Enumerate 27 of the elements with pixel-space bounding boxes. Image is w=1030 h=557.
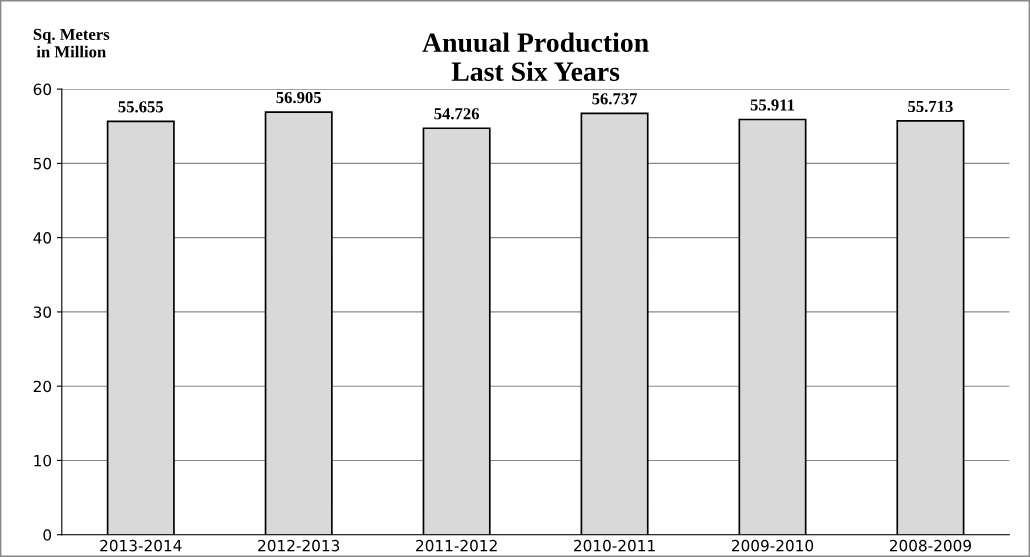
y-tick-label: 40: [33, 232, 52, 244]
x-tick-label: 2013-2014: [100, 539, 182, 552]
data-label: 55.911: [750, 99, 795, 111]
y-tick-label: 20: [33, 380, 52, 393]
bar: [422, 127, 491, 535]
x-tick-label: 2008-2009: [889, 539, 971, 552]
x-tick-label: 2009-2010: [731, 539, 814, 552]
bar: [106, 120, 175, 535]
bar: [738, 118, 807, 535]
bar: [264, 111, 333, 535]
bar: [896, 120, 965, 535]
data-label: 54.726: [434, 108, 480, 120]
data-label: 55.655: [118, 101, 164, 113]
x-tick-label: 2010-2011: [574, 539, 655, 552]
y-tick-label: 50: [33, 157, 52, 170]
data-label: 55.713: [908, 100, 953, 113]
data-label: 56.737: [592, 93, 638, 105]
y-tick-label: 10: [34, 454, 52, 467]
y-tick-label: 60: [33, 83, 52, 96]
y-tick-label: 30: [33, 306, 52, 318]
y-tick-label: 0: [43, 529, 52, 541]
x-tick-label: 2012-2013: [258, 539, 340, 552]
data-label: 56.905: [276, 91, 322, 104]
chart-title: Anuual Production Last Six Years: [422, 32, 649, 82]
y-axis-title: Sq. Meters in Million: [33, 28, 110, 58]
x-tick-label: 2011-2012: [416, 539, 497, 552]
bar: [580, 112, 649, 535]
